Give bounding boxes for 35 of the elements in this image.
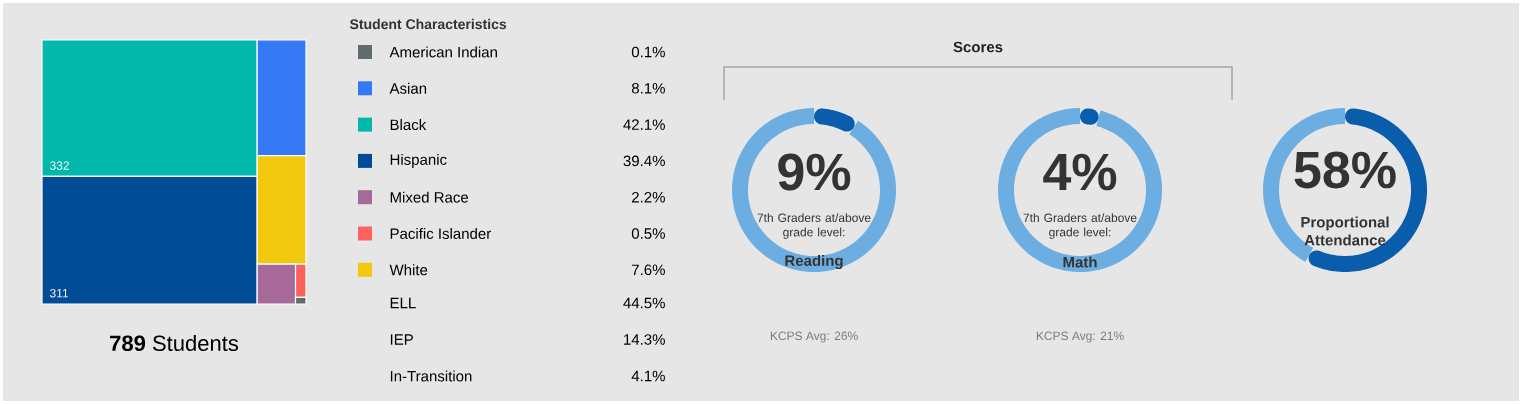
category-label: Hispanic (390, 153, 447, 168)
category-label: American Indian (389, 46, 497, 58)
data-label: 39.4% (623, 155, 665, 167)
data-label: 7.6% (632, 264, 665, 276)
data-label: 42.1% (623, 119, 665, 130)
text: 7th Graders at/above grade level: (757, 213, 871, 239)
data-label: 58% (1294, 151, 1396, 189)
data-label: 2.2% (632, 191, 665, 203)
text: KCPS Avg: 21% (1036, 331, 1124, 343)
category-label: IEP (390, 334, 413, 345)
category-label: ELL (390, 297, 416, 309)
text: 311 (49, 288, 69, 298)
text: 332 (49, 161, 69, 170)
data-label: 9% (778, 153, 851, 191)
text: 44.5% (623, 297, 665, 309)
text: Reading (785, 254, 843, 270)
data-label: 0.1% (631, 46, 665, 58)
data-label: 8.1% (631, 82, 665, 94)
category-label: Black (390, 119, 427, 131)
category-label: Mixed Race (390, 191, 469, 203)
category-label: White (389, 264, 428, 276)
category-label: Pacific Islander (390, 227, 491, 239)
category-label: In-Transition (390, 370, 472, 382)
text: 789 Students (110, 334, 239, 352)
text: KCPS Avg: 26% (770, 331, 858, 343)
text: Proportional Attendance (1301, 216, 1389, 246)
data-label: 0.5% (631, 228, 665, 239)
data-label: 4% (1043, 153, 1117, 191)
text: 4.1% (631, 370, 665, 382)
text: 7th Graders at/above grade level: (1023, 213, 1137, 239)
text: Scores (953, 41, 1003, 53)
category-label: Asian (389, 82, 427, 94)
text: Math (1063, 256, 1097, 268)
text: 14.3% (624, 334, 665, 345)
text: Student Characteristics (349, 18, 507, 30)
